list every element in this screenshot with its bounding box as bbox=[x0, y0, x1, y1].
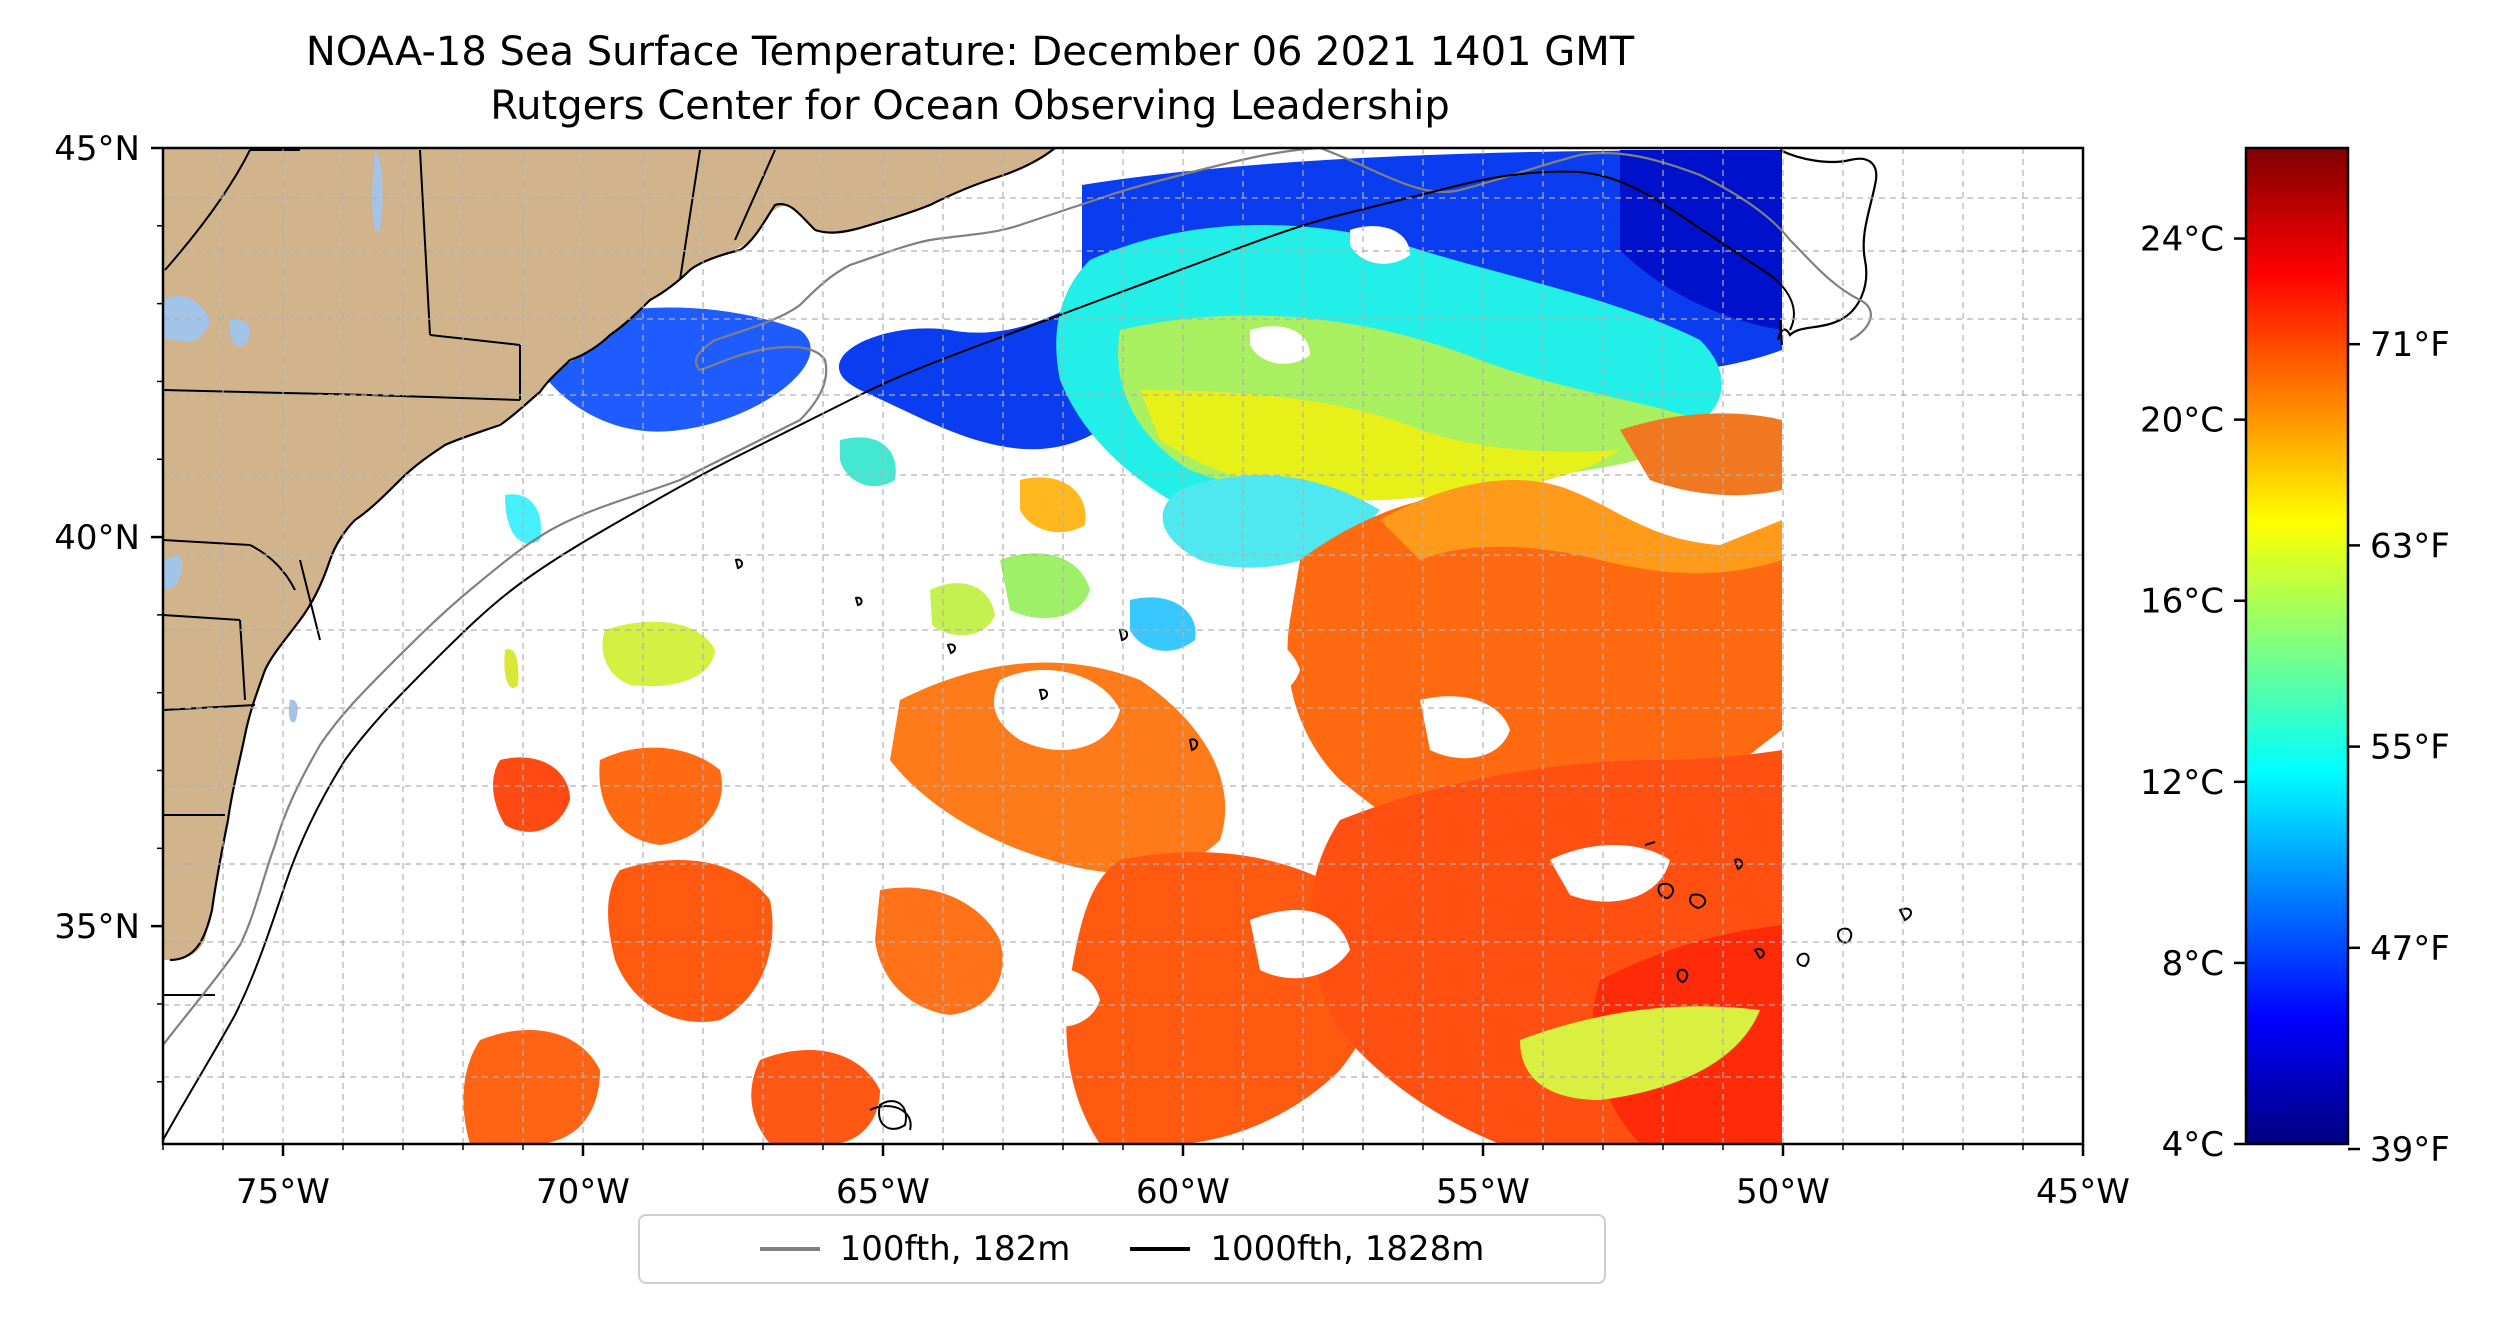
colorbar-gradient bbox=[2244, 146, 2350, 1146]
legend-swatch-100fth bbox=[759, 1247, 820, 1251]
legend-item-1000fth: 1000fth, 1828m bbox=[1130, 1229, 1484, 1269]
longitude-axis: 75°W 70°W 65°W 60°W 55°W 50°W 45°W bbox=[162, 1144, 2130, 1212]
lon-tick-label: 45°W bbox=[2036, 1172, 2130, 1212]
lon-tick-label: 60°W bbox=[1136, 1172, 1230, 1212]
islands bbox=[734, 558, 1912, 1131]
land-layer bbox=[163, 148, 1055, 960]
legend-swatch-1000fth bbox=[1130, 1247, 1191, 1251]
sst-gulf-stream-warm bbox=[463, 413, 1782, 1144]
grid-lines bbox=[163, 148, 2083, 1144]
fahrenheit-tick-label: 47°F bbox=[2370, 929, 2450, 969]
celsius-tick-label: 12°C bbox=[2140, 763, 2224, 803]
celsius-tick-label: 24°C bbox=[2140, 220, 2224, 260]
fahrenheit-tick-label: 71°F bbox=[2370, 325, 2450, 365]
sst-data-layer bbox=[463, 148, 2083, 1144]
lat-tick-label: 40°N bbox=[54, 518, 140, 558]
lat-tick-label: 45°N bbox=[54, 129, 140, 169]
lon-tick-label: 70°W bbox=[536, 1172, 630, 1212]
celsius-tick-label: 8°C bbox=[2162, 944, 2224, 984]
colorbar-fahrenheit-axis: 71°F 63°F 55°F 47°F 39°F bbox=[2348, 325, 2450, 1170]
legend-label-1000fth: 1000fth, 1828m bbox=[1210, 1229, 1485, 1269]
colorbar: 24°C 20°C 16°C 12°C 8°C 4°C 71°F 63°F 55°F 47°F 3… bbox=[2140, 146, 2450, 1170]
lon-tick-label: 50°W bbox=[1736, 1172, 1830, 1212]
celsius-tick-label: 4°C bbox=[2162, 1125, 2224, 1165]
fahrenheit-tick-label: 63°F bbox=[2370, 526, 2450, 566]
lon-tick-label: 75°W bbox=[236, 1172, 330, 1212]
map-panel bbox=[163, 148, 2083, 1144]
celsius-tick-label: 20°C bbox=[2140, 401, 2224, 441]
fahrenheit-tick-label: 39°F bbox=[2370, 1130, 2450, 1170]
colorbar-celsius-axis: 24°C 20°C 16°C 12°C 8°C 4°C bbox=[2140, 220, 2246, 1165]
legend: 100fth, 182m 1000fth, 1828m bbox=[638, 1214, 1606, 1284]
sst-data-edge-mask bbox=[1782, 148, 2083, 1144]
fahrenheit-tick-label: 55°F bbox=[2370, 728, 2450, 768]
lon-tick-label: 65°W bbox=[836, 1172, 930, 1212]
lat-tick-label: 35°N bbox=[54, 907, 140, 947]
state-boundaries bbox=[163, 149, 776, 996]
legend-label-100fth: 100fth, 182m bbox=[839, 1229, 1071, 1269]
latitude-axis: 45°N 40°N 35°N bbox=[54, 129, 163, 1083]
land-north-america bbox=[163, 148, 1055, 960]
celsius-tick-label: 16°C bbox=[2140, 582, 2224, 622]
land-nova-scotia bbox=[815, 148, 1055, 233]
map-title: NOAA-18 Sea Surface Temperature: Decembe… bbox=[305, 29, 1635, 75]
legend-item-100fth: 100fth, 182m bbox=[759, 1229, 1071, 1269]
map-subtitle: Rutgers Center for Ocean Observing Leade… bbox=[490, 83, 1450, 129]
contour-1000fth bbox=[163, 170, 1795, 1141]
sst-scattered-patches bbox=[504, 437, 1196, 689]
lon-tick-label: 55°W bbox=[1436, 1172, 1530, 1212]
sst-cloud-gaps bbox=[994, 226, 1670, 1027]
contour-100fth bbox=[163, 148, 1872, 1046]
coastlines bbox=[169, 148, 1878, 962]
